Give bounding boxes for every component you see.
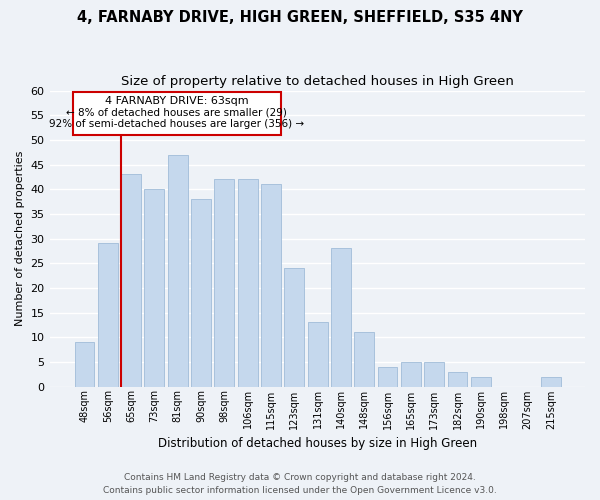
Bar	[214, 180, 234, 386]
Y-axis label: Number of detached properties: Number of detached properties	[15, 151, 25, 326]
Bar	[377, 367, 397, 386]
Bar	[284, 268, 304, 386]
Bar	[308, 322, 328, 386]
X-axis label: Distribution of detached houses by size in High Green: Distribution of detached houses by size …	[158, 437, 477, 450]
Bar	[98, 244, 118, 386]
Bar	[331, 248, 351, 386]
Bar	[238, 180, 257, 386]
Bar	[74, 342, 94, 386]
Bar	[191, 199, 211, 386]
Bar	[145, 189, 164, 386]
Title: Size of property relative to detached houses in High Green: Size of property relative to detached ho…	[121, 75, 514, 88]
Text: 92% of semi-detached houses are larger (356) →: 92% of semi-detached houses are larger (…	[49, 119, 304, 129]
Bar	[261, 184, 281, 386]
Bar	[121, 174, 141, 386]
Bar	[541, 376, 560, 386]
Bar	[448, 372, 467, 386]
Bar	[401, 362, 421, 386]
Bar	[168, 154, 188, 386]
Text: 4 FARNABY DRIVE: 63sqm: 4 FARNABY DRIVE: 63sqm	[105, 96, 248, 106]
Text: Contains HM Land Registry data © Crown copyright and database right 2024.
Contai: Contains HM Land Registry data © Crown c…	[103, 474, 497, 495]
FancyBboxPatch shape	[73, 92, 281, 135]
Bar	[424, 362, 444, 386]
Text: 4, FARNABY DRIVE, HIGH GREEN, SHEFFIELD, S35 4NY: 4, FARNABY DRIVE, HIGH GREEN, SHEFFIELD,…	[77, 10, 523, 25]
Text: ← 8% of detached houses are smaller (29): ← 8% of detached houses are smaller (29)	[67, 108, 287, 118]
Bar	[355, 332, 374, 386]
Bar	[471, 376, 491, 386]
